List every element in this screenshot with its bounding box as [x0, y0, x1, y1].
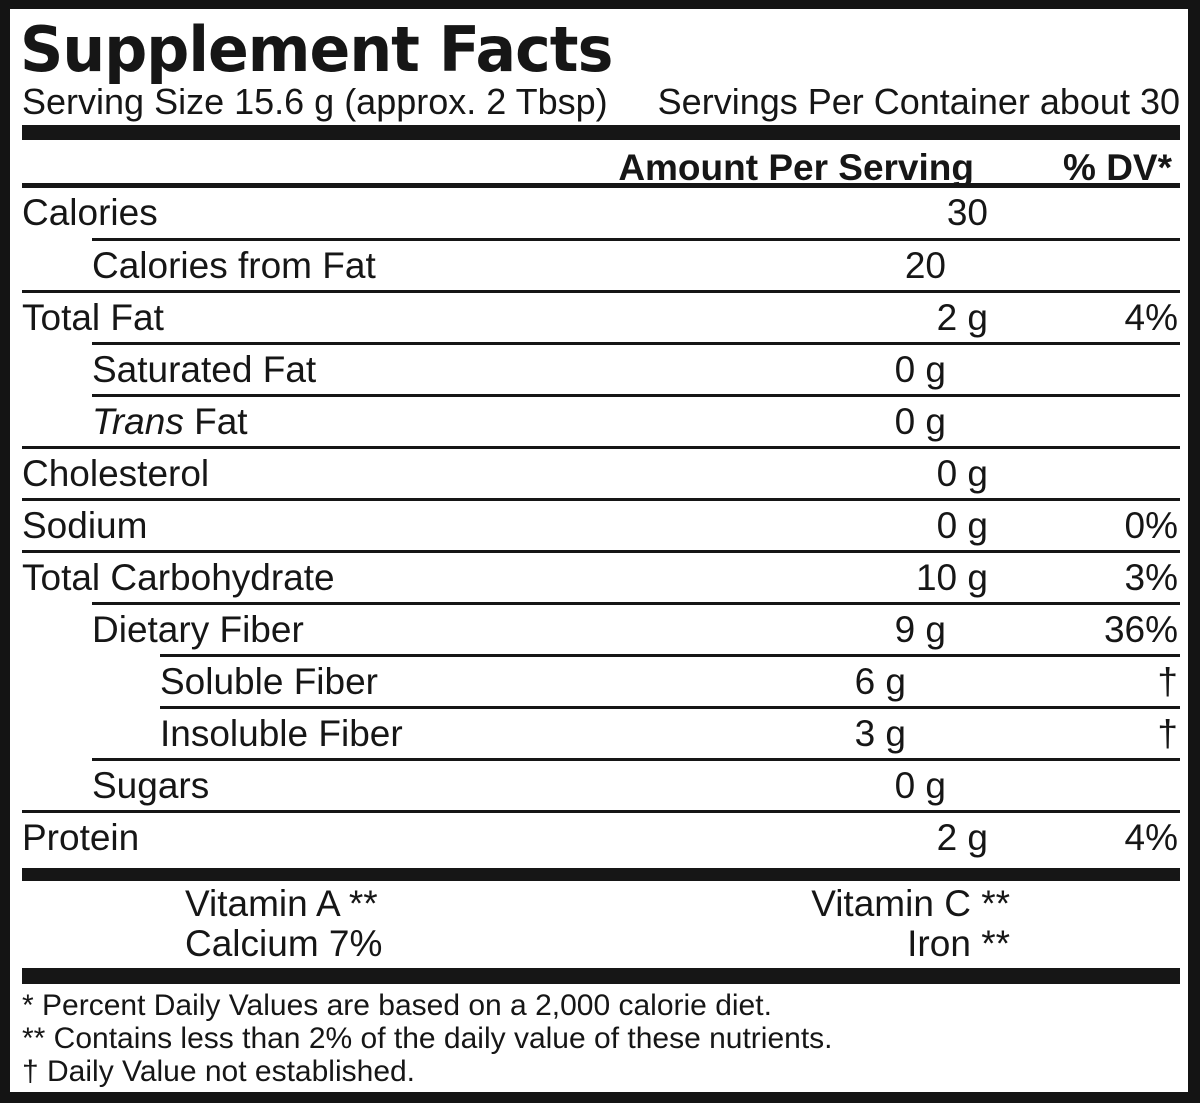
column-headers: Amount Per Serving % DV* [22, 147, 1180, 188]
nutrient-name: Saturated Fat [92, 349, 317, 390]
nutrient-amount: 0 g [936, 505, 988, 546]
row-insoluble-fiber: Insoluble Fiber 3 g † [160, 706, 1180, 758]
thick-separator-bottom [22, 968, 1180, 984]
row-soluble-fiber: Soluble Fiber 6 g † [160, 654, 1180, 706]
row-protein: Protein 2 g 4% [22, 810, 1180, 862]
nutrient-amount: 9 g [894, 609, 946, 650]
row-dietary-fiber: Dietary Fiber 9 g 36% [92, 602, 1180, 654]
row-total-fat: Total Fat 2 g 4% [22, 290, 1180, 342]
nutrient-dv: 3% [1124, 557, 1178, 598]
serving-size: Serving Size 15.6 g (approx. 2 Tbsp) [22, 81, 608, 122]
nutrient-amount: 2 g [936, 817, 988, 858]
nutrient-dv: † [1157, 661, 1178, 702]
row-cholesterol: Cholesterol 0 g [22, 446, 1180, 498]
serving-info: Serving Size 15.6 g (approx. 2 Tbsp) Ser… [22, 81, 1180, 123]
micronutrient-row: Calcium 7% Iron ** [185, 924, 1010, 964]
nutrient-name: Sugars [92, 765, 210, 806]
footnote-line: † Daily Value not established. [22, 1055, 416, 1088]
thick-separator-top [22, 125, 1180, 140]
percent-dv-header: % DV* [1063, 147, 1172, 188]
header-rule [22, 183, 1180, 188]
nutrient-name: Protein [22, 817, 140, 858]
nutrient-dv: 36% [1103, 609, 1178, 650]
nutrient-name: Sodium [22, 505, 148, 546]
nutrient-name: Total Carbohydrate [22, 557, 335, 598]
nutrient-amount: 3 g [854, 713, 906, 754]
panel-title: Supplement Facts [20, 13, 613, 86]
nutrient-amount: 0 g [936, 453, 988, 494]
nutrient-name: Insoluble Fiber [160, 713, 403, 754]
nutrient-name: Total Fat [22, 297, 164, 338]
footnote-line: ** Contains less than 2% of the daily va… [22, 1022, 833, 1055]
row-trans-fat: Trans Fat 0 g [92, 394, 1180, 446]
micronutrient-left: Calcium 7% [185, 923, 383, 964]
micronutrient-right: Vitamin C ** [811, 883, 1010, 924]
nutrient-amount: 20 [904, 245, 946, 286]
nutrient-dv: 0% [1124, 505, 1178, 546]
nutrient-amount: 30 [946, 192, 988, 233]
nutrient-amount: 2 g [936, 297, 988, 338]
servings-per-container: Servings Per Container about 30 [657, 81, 1180, 122]
footnotes: * Percent Daily Values are based on a 2,… [22, 989, 1180, 1088]
row-calories: Calories 30 [22, 188, 1180, 238]
nutrient-amount: 6 g [854, 661, 906, 702]
row-sugars: Sugars 0 g [92, 758, 1180, 810]
row-sodium: Sodium 0 g 0% [22, 498, 1180, 550]
nutrient-name: Cholesterol [22, 453, 210, 494]
micronutrient-right: Iron ** [907, 923, 1010, 964]
nutrient-rows: Calories 30 Calories from Fat 20 Total Fat 2 … [22, 188, 1180, 862]
thick-separator-middle [22, 868, 1180, 881]
row-total-carbohydrate: Total Carbohydrate 10 g 3% [22, 550, 1180, 602]
nutrient-dv: 4% [1124, 297, 1178, 338]
nutrient-amount: 0 g [894, 349, 946, 390]
nutrient-amount: 0 g [894, 765, 946, 806]
footnote-line: * Percent Daily Values are based on a 2,… [22, 989, 772, 1022]
nutrient-amount: 10 g [915, 557, 988, 598]
nutrient-amount: 0 g [894, 401, 946, 442]
nutrient-dv: 4% [1124, 817, 1178, 858]
micronutrients-section: Vitamin A ** Vitamin C ** Calcium 7% Iron *… [185, 884, 1010, 964]
micronutrient-left: Vitamin A ** [185, 883, 378, 924]
nutrient-name: Calories from Fat [92, 245, 376, 286]
micronutrient-row: Vitamin A ** Vitamin C ** [185, 884, 1010, 924]
nutrient-dv: † [1157, 713, 1178, 754]
row-calories-from-fat: Calories from Fat 20 [92, 238, 1180, 290]
amount-per-serving-header: Amount Per Serving [618, 147, 974, 188]
nutrient-name: Trans Fat [92, 401, 248, 442]
nutrient-name: Dietary Fiber [92, 609, 304, 650]
nutrient-name: Calories [22, 192, 158, 233]
nutrient-name: Soluble Fiber [160, 661, 379, 702]
row-saturated-fat: Saturated Fat 0 g [92, 342, 1180, 394]
